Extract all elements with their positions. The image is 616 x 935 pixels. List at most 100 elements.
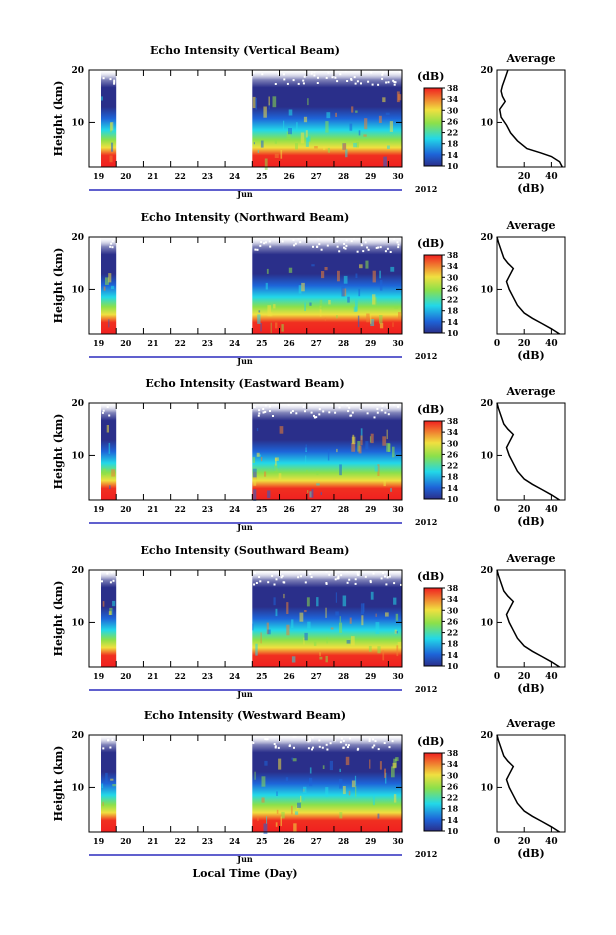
echo-streak (329, 760, 333, 771)
echo-field-block (101, 570, 117, 667)
echo-streak (298, 285, 302, 294)
echo-streak (260, 140, 264, 148)
echo-streak (330, 627, 334, 630)
echo-speckle (294, 242, 297, 245)
echo-speckle (348, 406, 351, 409)
echo-streak (394, 306, 399, 309)
x-tick-label: 20 (120, 171, 132, 181)
panel-4: Echo Intensity (Southward Beam) 10 20 Heigh… (52, 544, 566, 699)
echo-speckle (310, 411, 313, 414)
echo-speckle (313, 74, 316, 77)
x-tick-label: 28 (338, 171, 350, 181)
echo-streak (319, 305, 322, 317)
echo-speckle (113, 237, 115, 240)
echo-streak (356, 142, 359, 148)
echo-streak (319, 656, 323, 660)
echo-speckle (256, 248, 259, 251)
echo-streak (389, 121, 393, 132)
echo-speckle (294, 735, 297, 738)
echo-streak (264, 471, 267, 477)
echo-streak (396, 645, 399, 657)
colorbar-label: (dB) (417, 70, 444, 83)
echo-speckle (274, 83, 277, 85)
colorbar-tick-label: 30 (447, 105, 459, 115)
profile-frame (496, 569, 566, 668)
echo-speckle (311, 736, 314, 739)
colorbar-tick-label: 34 (447, 759, 459, 769)
echo-streak (303, 637, 305, 645)
echo-speckle (362, 250, 365, 253)
colorbar-tick-label: 10 (447, 661, 459, 671)
echo-streak (103, 286, 106, 291)
echo-streak (342, 786, 346, 795)
echo-speckle (384, 250, 387, 253)
echo-streak (300, 795, 302, 803)
echo-speckle (363, 238, 365, 241)
echo-speckle (281, 240, 284, 243)
echo-streak (274, 464, 278, 473)
echo-streak (347, 296, 350, 303)
profile-frame (496, 236, 566, 335)
echo-streak (291, 619, 294, 629)
echo-streak (360, 603, 364, 614)
echo-speckle (353, 237, 355, 240)
profile-x-tick-label: 40 (545, 172, 558, 182)
x-tick-label: 23 (202, 671, 214, 681)
x-tick-label: 22 (175, 171, 186, 181)
x-tick-label: 27 (311, 504, 322, 514)
echo-streak (375, 622, 380, 634)
echo-speckle (253, 571, 256, 574)
echo-speckle (308, 737, 311, 740)
echo-speckle (356, 573, 359, 576)
echo-streak (268, 96, 270, 106)
echo-speckle (264, 404, 267, 407)
echo-streak (386, 429, 388, 440)
echo-speckle (264, 241, 267, 244)
echo-speckle (393, 83, 396, 86)
echo-streak (385, 612, 389, 617)
echo-speckle (327, 71, 330, 74)
x-tick-label: 22 (175, 836, 186, 846)
month-label: Jun (236, 189, 253, 199)
echo-speckle (364, 575, 367, 578)
echo-streak (379, 315, 383, 324)
echo-streak (346, 640, 351, 644)
echo-streak (365, 441, 369, 450)
y-tick-label: 20 (71, 66, 84, 76)
echo-streak (377, 813, 380, 819)
echo-speckle (113, 79, 116, 82)
echo-speckle (318, 745, 321, 748)
x-tick-label: 30 (392, 504, 404, 514)
echo-streak (256, 428, 259, 432)
panel-5: Echo Intensity (Westward Beam) 10 20 Height… (52, 709, 566, 864)
echo-speckle (292, 79, 295, 82)
y-tick-label: 20 (71, 731, 84, 741)
echo-speckle (364, 241, 367, 244)
echo-speckle (302, 82, 305, 85)
echo-speckle (373, 744, 376, 747)
echo-streak (275, 322, 278, 329)
echo-streak (252, 457, 256, 463)
colorbar-tick-label: 30 (447, 272, 459, 282)
echo-speckle (354, 582, 357, 585)
echo-streak (261, 797, 265, 803)
profile-y-tick-label: 20 (480, 66, 493, 76)
echo-streak (102, 468, 106, 475)
echo-speckle (372, 572, 375, 575)
echo-speckle (381, 73, 384, 76)
x-tick-label: 25 (256, 504, 267, 514)
x-tick-label: 22 (175, 671, 186, 681)
x-tick-label: 23 (202, 338, 214, 348)
profile-y-tick-label: 10 (480, 451, 493, 461)
echo-streak (275, 822, 278, 827)
echo-streak (363, 603, 365, 613)
echo-speckle (265, 738, 268, 741)
x-tick-label: 22 (175, 338, 186, 348)
echo-streak (304, 632, 308, 641)
echo-streak (370, 319, 375, 326)
echo-speckle (342, 746, 345, 749)
echo-streak (384, 768, 386, 778)
colorbar-tick-label: 34 (447, 427, 459, 437)
profile-x-tick-label: 20 (518, 172, 531, 182)
echo-streak (325, 121, 329, 133)
